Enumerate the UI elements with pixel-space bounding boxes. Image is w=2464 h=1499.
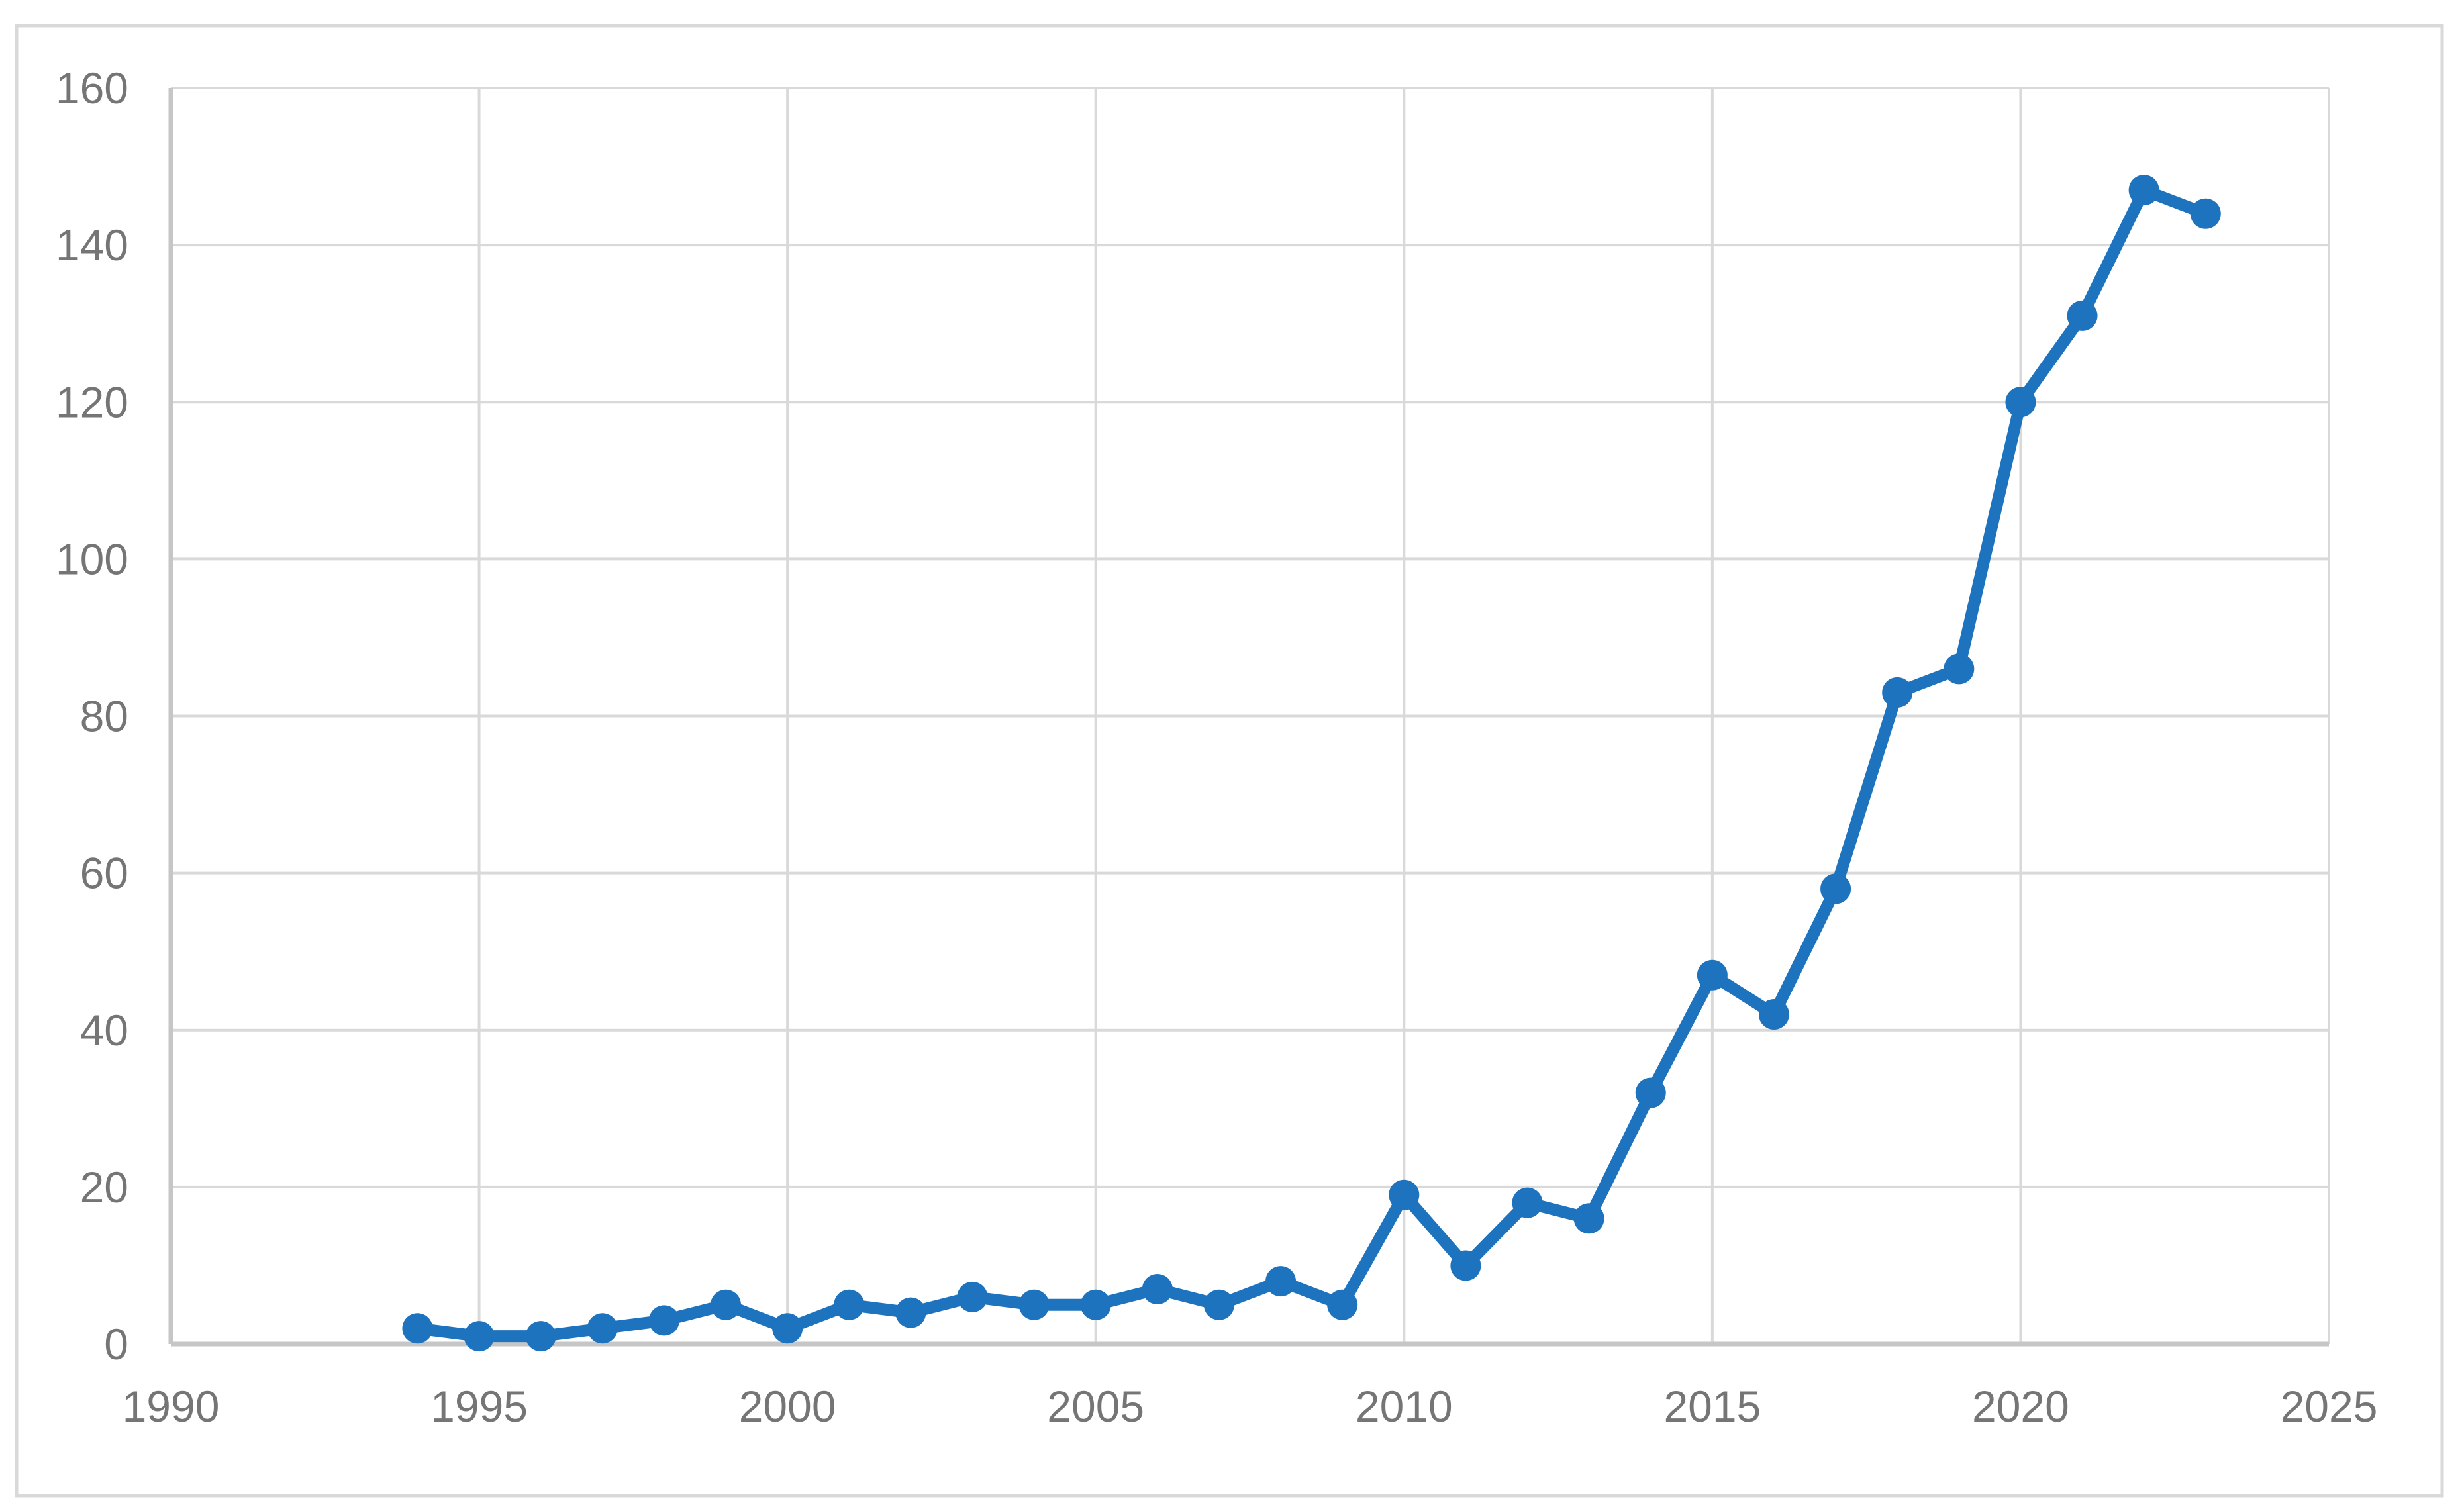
x-axis-label-1995: 1995: [430, 1382, 528, 1431]
data-point-2018: [1882, 677, 1913, 708]
y-axis-label-40: 40: [80, 1006, 128, 1055]
data-point-1999: [711, 1289, 742, 1320]
data-point-1995: [464, 1321, 495, 1352]
x-axis-label-2000: 2000: [739, 1382, 836, 1431]
data-point-2004: [1018, 1289, 1050, 1320]
data-point-2014: [1635, 1077, 1666, 1108]
y-axis-label-20: 20: [80, 1163, 128, 1212]
x-axis-label-2005: 2005: [1047, 1382, 1144, 1431]
data-point-1997: [587, 1313, 618, 1344]
data-point-2011: [1450, 1250, 1481, 1281]
data-point-2016: [1758, 999, 1789, 1030]
data-point-2000: [772, 1313, 803, 1344]
y-axis-label-80: 80: [80, 692, 128, 741]
data-point-2019: [1944, 653, 1975, 685]
data-point-2006: [1142, 1274, 1173, 1305]
data-point-1998: [648, 1305, 679, 1336]
data-point-2021: [2067, 300, 2098, 331]
y-axis-label-120: 120: [56, 377, 128, 426]
chart-border: [15, 24, 2444, 1498]
data-point-2017: [1820, 873, 1851, 904]
data-point-2002: [895, 1297, 926, 1328]
data-point-2015: [1697, 959, 1728, 991]
data-point-1996: [525, 1321, 556, 1352]
x-axis-label-2015: 2015: [1663, 1382, 1761, 1431]
data-point-2009: [1327, 1289, 1358, 1320]
y-axis-label-140: 140: [56, 220, 128, 269]
data-point-2023: [2190, 198, 2221, 229]
y-axis-label-100: 100: [56, 534, 128, 583]
x-axis-label-2025: 2025: [2281, 1382, 2378, 1431]
data-point-2020: [2005, 387, 2036, 418]
x-axis-label-2020: 2020: [1972, 1382, 2069, 1431]
y-axis-label-160: 160: [56, 64, 128, 113]
y-axis-label-60: 60: [80, 849, 128, 898]
data-point-2010: [1389, 1179, 1420, 1210]
data-point-2003: [957, 1281, 988, 1312]
data-point-2001: [834, 1289, 865, 1320]
y-axis-label-0: 0: [104, 1320, 128, 1369]
data-point-1994: [402, 1313, 433, 1344]
data-point-2008: [1265, 1266, 1297, 1297]
data-point-2013: [1573, 1203, 1604, 1234]
data-point-2007: [1203, 1289, 1234, 1320]
x-axis-label-2010: 2010: [1355, 1382, 1453, 1431]
data-point-2012: [1512, 1187, 1543, 1218]
data-point-2005: [1080, 1289, 1111, 1320]
data-point-2022: [2128, 175, 2159, 206]
x-axis-label-1990: 1990: [123, 1382, 220, 1431]
